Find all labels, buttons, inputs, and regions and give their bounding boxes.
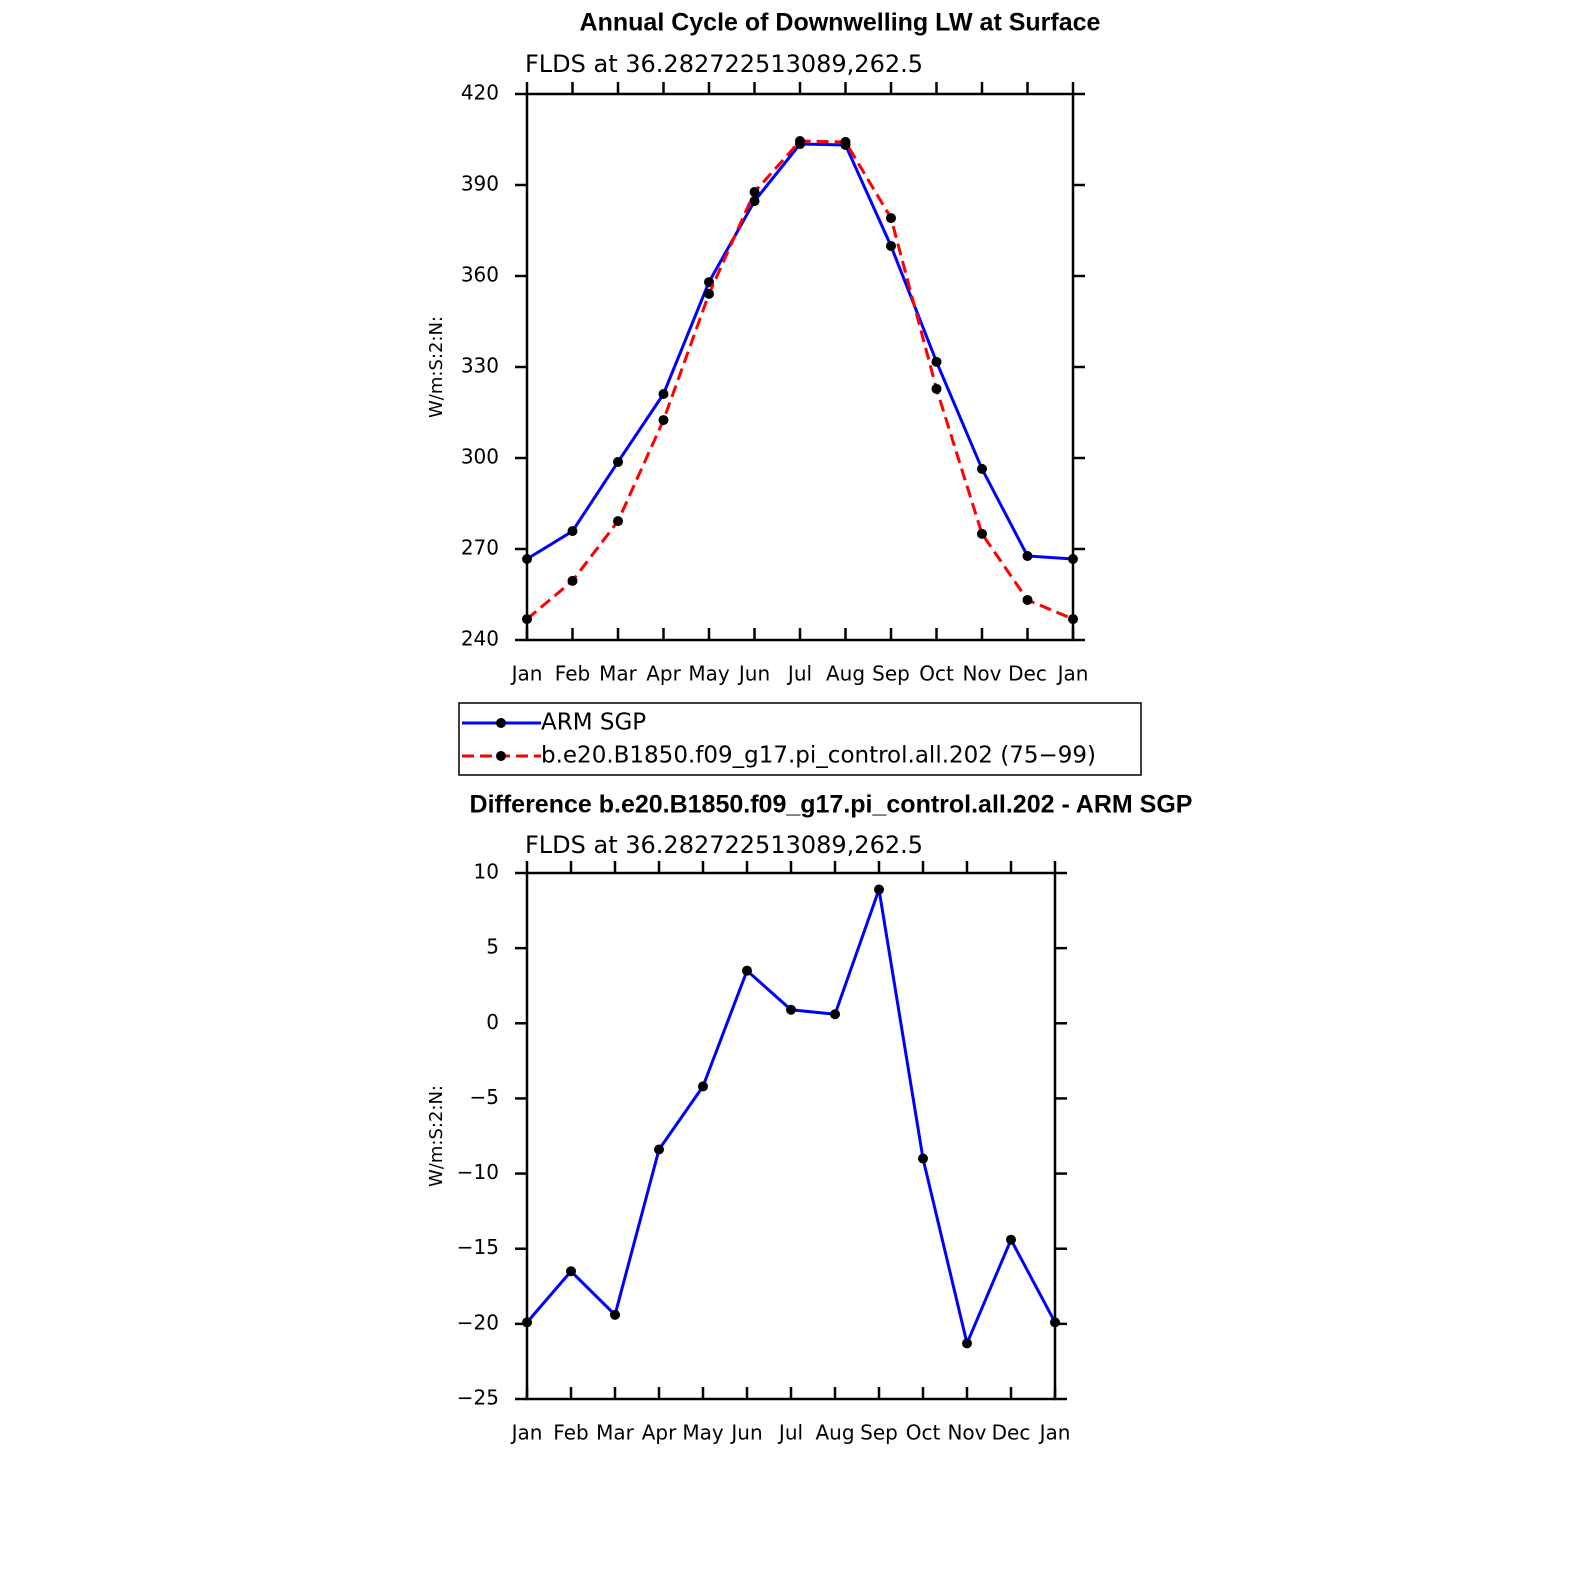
series-line	[526, 142, 1074, 561]
marker	[1022, 550, 1033, 561]
marker	[567, 526, 578, 537]
marker	[522, 1317, 532, 1328]
marker	[918, 1153, 928, 1164]
x-tick-label: Jul	[786, 662, 812, 686]
x-tick-label: Mar	[599, 662, 638, 686]
marker	[658, 415, 669, 426]
chart-title: Difference b.e20.B1850.f09_g17.pi_contro…	[470, 791, 1193, 819]
marker	[613, 516, 623, 527]
chart-subtitle: FLDS at 36.282722513089,262.5	[525, 831, 923, 859]
y-tick-label: −5	[470, 1085, 499, 1109]
x-tick-label: Apr	[646, 662, 681, 686]
marker	[1068, 554, 1078, 565]
chart-title: Annual Cycle of Downwelling LW at Surfac…	[580, 9, 1101, 37]
y-tick-label: 0	[486, 1010, 499, 1034]
marker	[654, 1144, 664, 1155]
x-tick-label: Aug	[826, 662, 865, 686]
x-tick-label: Apr	[642, 1421, 677, 1445]
x-tick-label: May	[688, 662, 730, 686]
plot-frame	[525, 92, 1075, 642]
y-axis-label: W/m:S:2:N:	[426, 1085, 447, 1187]
marker	[886, 213, 896, 224]
marker	[749, 196, 760, 207]
y-tick-label: 420	[461, 81, 499, 105]
marker	[977, 463, 987, 474]
x-tick-label: Nov	[947, 1421, 986, 1445]
marker	[1050, 1317, 1060, 1328]
marker	[698, 1081, 708, 1092]
marker	[931, 356, 942, 367]
marker	[1022, 594, 1033, 605]
chart-subtitle: FLDS at 36.282722513089,262.5	[525, 50, 923, 78]
marker	[749, 186, 760, 197]
legend-label: b.e20.B1850.f09_g17.pi_control.all.202 (…	[541, 743, 1096, 769]
y-tick-label: −10	[457, 1160, 499, 1184]
x-tick-label: Dec	[1008, 662, 1047, 686]
y-tick-label: −20	[457, 1310, 499, 1334]
marker	[704, 277, 714, 288]
x-tick-label: Jul	[777, 1421, 803, 1445]
marker	[786, 1004, 796, 1015]
marker	[886, 240, 896, 251]
marker	[567, 575, 578, 586]
marker	[962, 1338, 972, 1349]
x-tick-label: Feb	[555, 662, 590, 686]
marker	[522, 554, 532, 565]
y-tick-label: 330	[461, 354, 499, 378]
x-tick-label: Sep	[872, 662, 910, 686]
y-tick-label: 390	[461, 172, 499, 196]
x-tick-label: Jan	[510, 662, 543, 686]
x-tick-label: Nov	[962, 662, 1001, 686]
x-tick-label: Jan	[1056, 662, 1089, 686]
marker	[522, 614, 532, 625]
marker	[610, 1309, 620, 1320]
legend-marker	[496, 718, 506, 728]
x-tick-label: May	[682, 1421, 724, 1445]
legend-box	[458, 702, 1142, 776]
marker	[613, 456, 623, 467]
y-tick-label: 10	[474, 860, 499, 884]
x-tick-label: Oct	[919, 662, 954, 686]
y-axis-label: W/m:S:2:N:	[426, 316, 447, 418]
marker	[874, 884, 884, 895]
marker	[795, 136, 805, 147]
marker	[1006, 1234, 1016, 1245]
marker	[830, 1009, 840, 1020]
x-tick-label: Dec	[992, 1421, 1031, 1445]
y-tick-label: −25	[457, 1386, 499, 1410]
x-tick-label: Jan	[510, 1421, 543, 1445]
x-tick-label: Jun	[729, 1421, 762, 1445]
x-tick-label: Aug	[815, 1421, 854, 1445]
y-tick-label: 270	[461, 536, 499, 560]
y-tick-label: 240	[461, 627, 499, 651]
y-tick-label: −15	[457, 1235, 499, 1259]
series-line	[526, 139, 1074, 621]
x-tick-label: Jun	[737, 662, 770, 686]
marker	[931, 383, 942, 394]
legend-label: ARM SGP	[541, 710, 646, 736]
marker	[977, 528, 987, 539]
marker	[658, 388, 669, 399]
legend-marker	[496, 751, 506, 761]
y-tick-label: 300	[461, 445, 499, 469]
x-tick-label: Sep	[860, 1421, 898, 1445]
series-line	[525, 889, 1057, 1349]
x-tick-label: Mar	[596, 1421, 635, 1445]
marker	[1068, 614, 1078, 625]
marker	[566, 1266, 576, 1277]
marker	[742, 965, 752, 976]
x-tick-label: Oct	[906, 1421, 941, 1445]
marker	[704, 288, 714, 299]
y-tick-label: 5	[486, 935, 499, 959]
y-tick-label: 360	[461, 263, 499, 287]
x-tick-label: Feb	[553, 1421, 588, 1445]
x-tick-label: Jan	[1038, 1421, 1071, 1445]
marker	[840, 136, 851, 147]
